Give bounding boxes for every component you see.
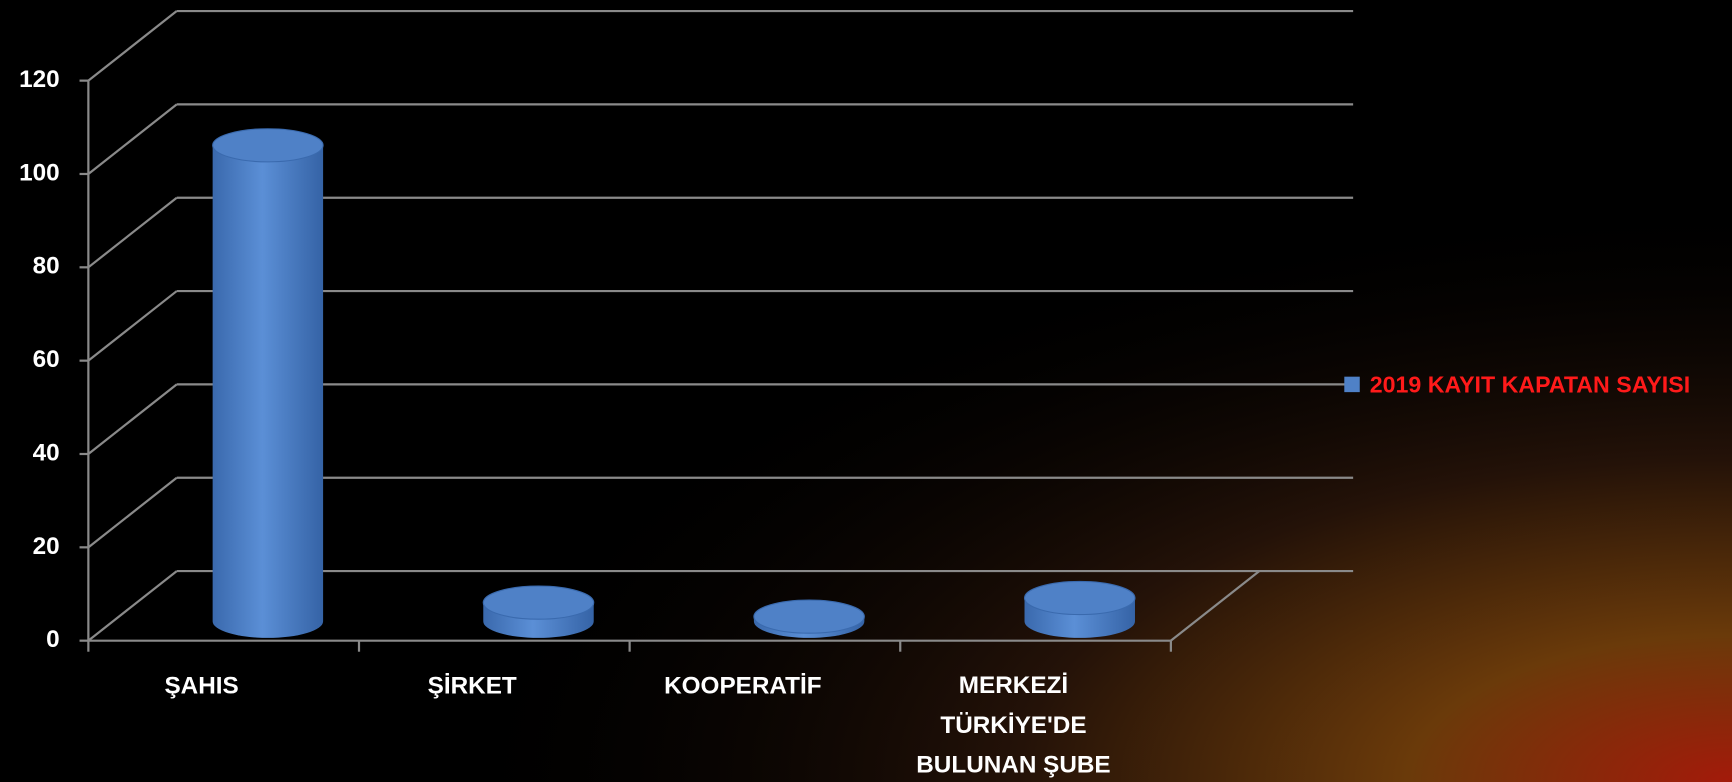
x-tick-label: KOOPERATİF <box>664 672 821 699</box>
bar <box>212 128 324 638</box>
grid-line <box>87 570 178 642</box>
x-tick-label: MERKEZİ TÜRKİYE'DE BULUNAN ŞUBE <box>916 672 1110 779</box>
y-tick-label: 60 <box>33 346 60 373</box>
grid-line <box>87 290 178 362</box>
y-tick-label: 0 <box>46 626 60 653</box>
bar-top <box>482 585 595 620</box>
plot: 0 20 40 60 80 100 120 ŞAHIS ŞİRKET KOOPERATİF MERK… <box>19 9 1690 779</box>
floor-right <box>1170 570 1260 642</box>
x-tick-label: ŞAHIS <box>164 672 238 699</box>
x-tick-label: ŞİRKET <box>428 672 517 699</box>
grid-line <box>87 383 178 455</box>
bar-top <box>212 128 324 163</box>
y-tick-label: 20 <box>33 533 60 560</box>
grid-line <box>87 103 178 175</box>
grid-line <box>87 196 178 269</box>
y-tick-label: 40 <box>33 439 60 466</box>
bar-top <box>1023 580 1136 616</box>
grid-line <box>87 10 178 82</box>
bar <box>482 585 595 638</box>
bar <box>753 599 865 638</box>
bar-top <box>753 599 865 634</box>
legend-label: 2019 KAYIT KAPATAN SAYISI <box>1370 372 1690 398</box>
bar <box>1023 580 1136 638</box>
bar-body <box>212 145 324 638</box>
legend-swatch <box>1344 376 1360 393</box>
y-tick-label: 120 <box>19 66 60 93</box>
y-tick-label: 100 <box>19 159 60 186</box>
y-tick-label: 80 <box>33 253 60 280</box>
grid-line <box>87 476 178 549</box>
